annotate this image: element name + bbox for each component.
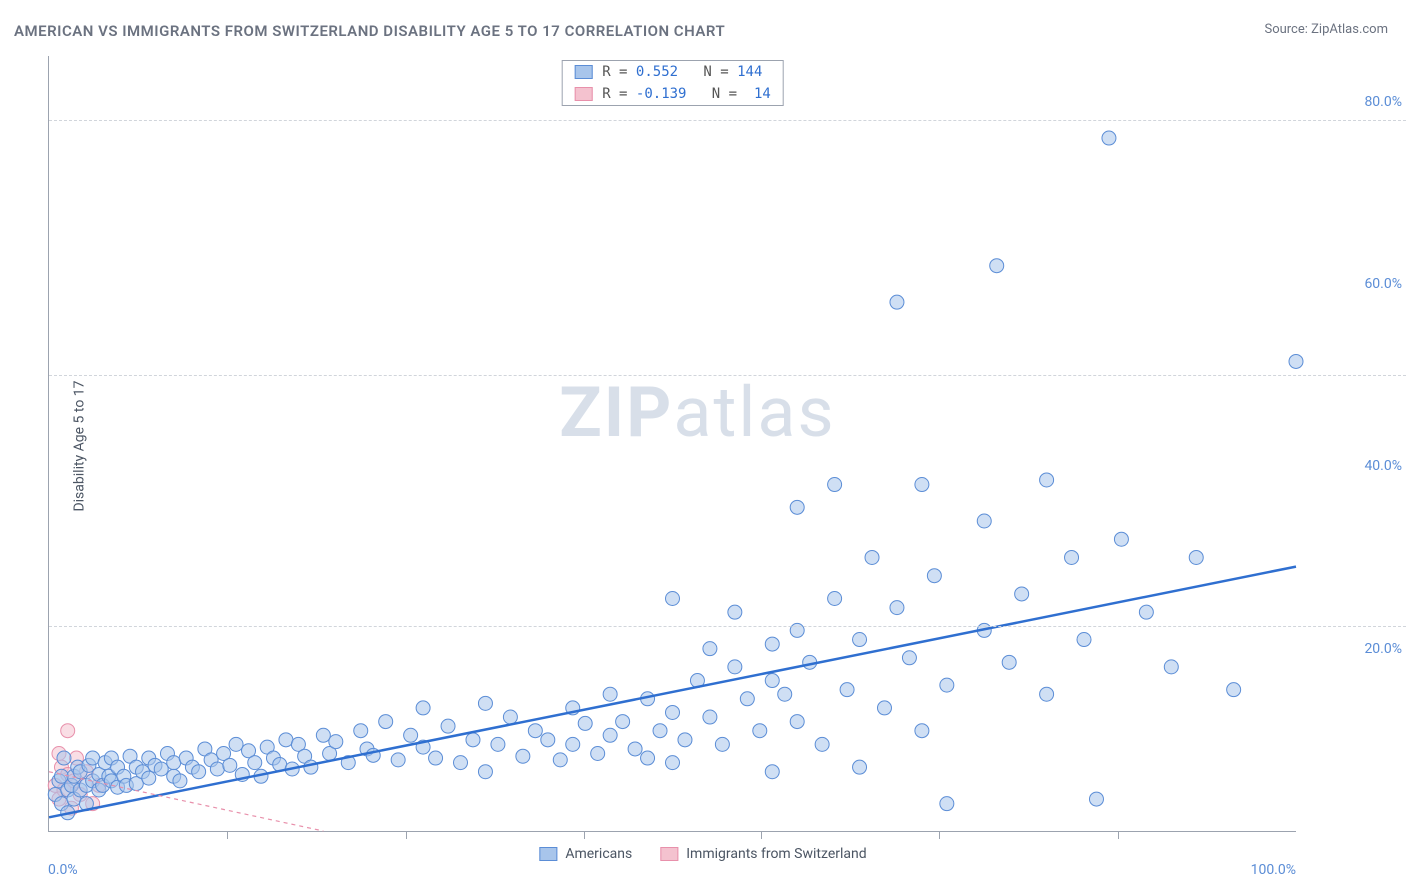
swatch-immigrants-icon xyxy=(660,847,678,861)
plot-svg xyxy=(49,56,1296,831)
plot-area: ZIPatlas R = 0.552 N = 144 R = -0.139 N … xyxy=(48,56,1296,832)
x-axis-labels: 0.0% 100.0% xyxy=(48,862,1296,878)
stats-legend-row-immigrants: R = -0.139 N = 14 xyxy=(562,83,783,105)
swatch-americans xyxy=(574,65,592,79)
stats-legend: R = 0.552 N = 144 R = -0.139 N = 14 xyxy=(561,60,784,106)
swatch-americans-icon xyxy=(539,847,557,861)
chart-title: AMERICAN VS IMMIGRANTS FROM SWITZERLAND … xyxy=(14,22,725,40)
legend-item-americans: Americans xyxy=(539,846,632,862)
legend-item-immigrants: Immigrants from Switzerland xyxy=(660,846,866,862)
series-legend: Americans Immigrants from Switzerland xyxy=(539,846,866,862)
source-attribution: Source: ZipAtlas.com xyxy=(1264,22,1388,37)
stats-legend-row-americans: R = 0.552 N = 144 xyxy=(562,61,783,83)
swatch-immigrants xyxy=(574,87,592,101)
x-tick-max: 100.0% xyxy=(1251,862,1296,878)
x-tick-min: 0.0% xyxy=(48,862,78,878)
correlation-chart: AMERICAN VS IMMIGRANTS FROM SWITZERLAND … xyxy=(0,0,1406,892)
